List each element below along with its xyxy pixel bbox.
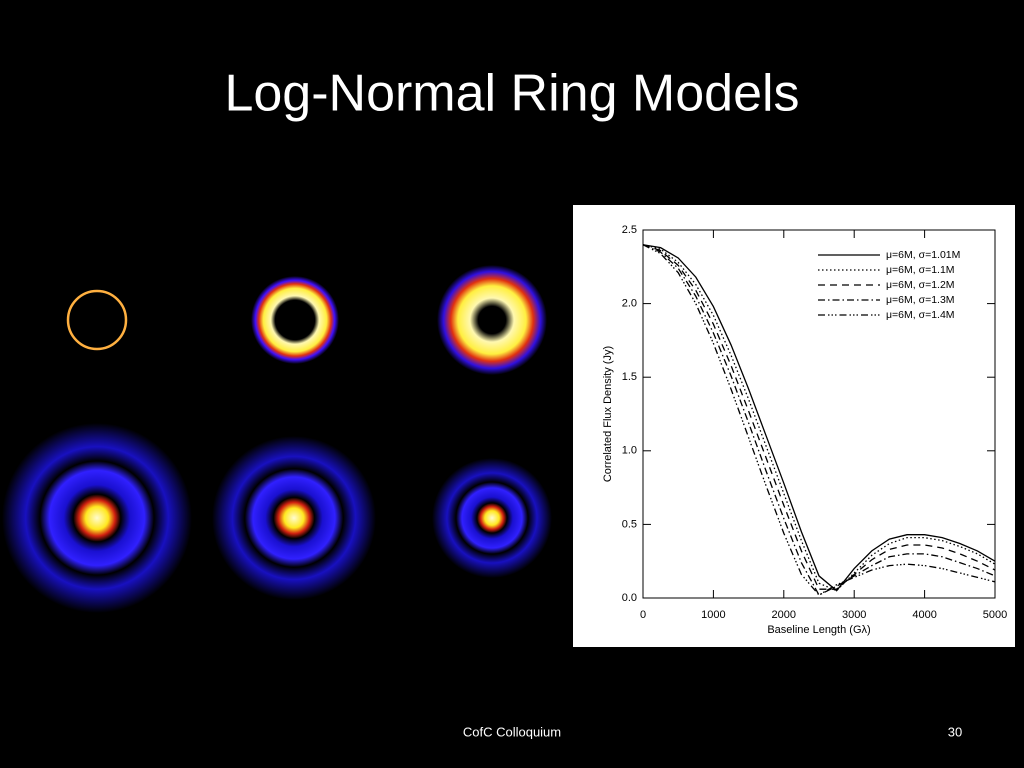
x-tick-label: 0 bbox=[640, 609, 646, 621]
page-number: 30 bbox=[948, 724, 962, 739]
ring-image bbox=[251, 276, 339, 364]
x-tick-label: 1000 bbox=[701, 609, 725, 621]
x-tick-label: 5000 bbox=[983, 609, 1007, 621]
legend-label: μ=6M, σ=1.01M bbox=[886, 249, 960, 261]
slide-title: Log-Normal Ring Models bbox=[224, 65, 799, 123]
legend-label: μ=6M, σ=1.3M bbox=[886, 294, 955, 306]
y-tick-label: 2.0 bbox=[622, 298, 637, 310]
y-tick-label: 1.5 bbox=[622, 371, 637, 383]
footer: CofC Colloquium bbox=[463, 724, 561, 739]
x-tick-label: 2000 bbox=[772, 609, 796, 621]
series-line bbox=[642, 244, 996, 592]
ring-image bbox=[437, 265, 547, 375]
y-tick-label: 1.0 bbox=[622, 445, 637, 457]
series-line bbox=[642, 244, 996, 596]
x-axis-label: Baseline Length (Gλ) bbox=[767, 624, 870, 636]
chart-background bbox=[573, 205, 1015, 647]
plot-frame bbox=[642, 229, 996, 599]
y-axis-label: Correlated Flux Density (Jy) bbox=[602, 346, 614, 482]
series-line bbox=[642, 244, 996, 592]
legend-label: μ=6M, σ=1.1M bbox=[886, 264, 955, 276]
ring-image bbox=[2, 423, 192, 613]
x-tick-label: 4000 bbox=[912, 609, 936, 621]
ring-image bbox=[432, 458, 552, 578]
legend-label: μ=6M, σ=1.4M bbox=[886, 309, 955, 321]
x-tick-label: 3000 bbox=[842, 609, 866, 621]
ring-image bbox=[66, 289, 128, 351]
series-line bbox=[642, 244, 996, 590]
chart: 0 1000 2000 3000 4000 5000 0.0 0.5 1.0 1.5 2.0 2.5 B… bbox=[602, 224, 1007, 636]
y-tick-label: 2.5 bbox=[622, 224, 637, 236]
y-tick-label: 0.0 bbox=[622, 592, 637, 604]
legend-label: μ=6M, σ=1.2M bbox=[886, 279, 955, 291]
ring-image bbox=[212, 436, 376, 600]
y-tick-label: 0.5 bbox=[622, 518, 637, 530]
